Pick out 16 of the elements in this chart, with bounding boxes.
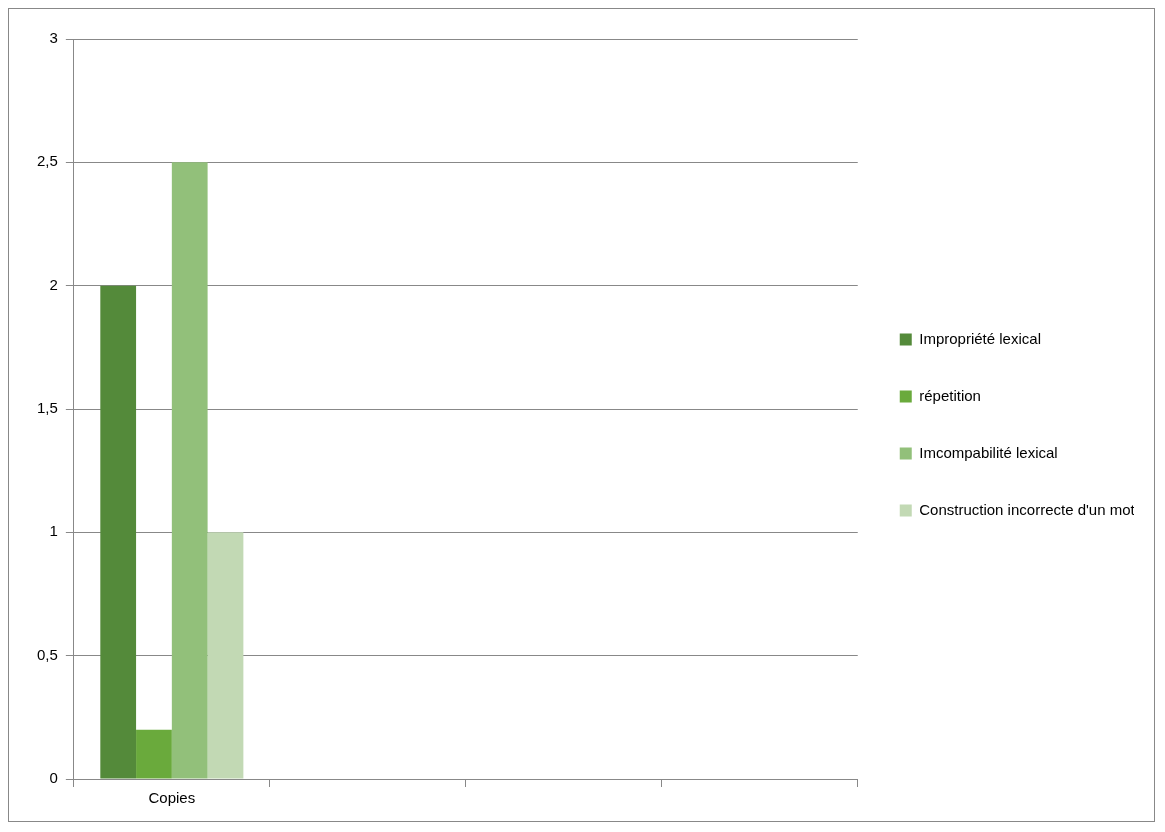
bar	[100, 285, 137, 779]
y-tick-label: 3	[49, 29, 58, 47]
y-tick-label: 2	[49, 275, 58, 293]
y-tick-label: 0	[49, 769, 58, 787]
x-tick-label: Copies	[148, 789, 196, 807]
legend-label: Impropriété lexical	[919, 329, 1041, 347]
legend-label: Imcompabilité lexical	[919, 443, 1058, 461]
bar	[207, 532, 244, 779]
legend-label: répetition	[919, 386, 981, 404]
y-tick-label: 1	[49, 522, 58, 540]
legend-label: Construction incorrecte d'un mot	[919, 500, 1136, 518]
bar	[136, 729, 172, 779]
bar	[171, 162, 208, 779]
y-tick-label: 1,5	[36, 399, 58, 417]
y-tick-label: 2,5	[36, 152, 58, 170]
y-tick-label: 0,5	[36, 645, 58, 663]
